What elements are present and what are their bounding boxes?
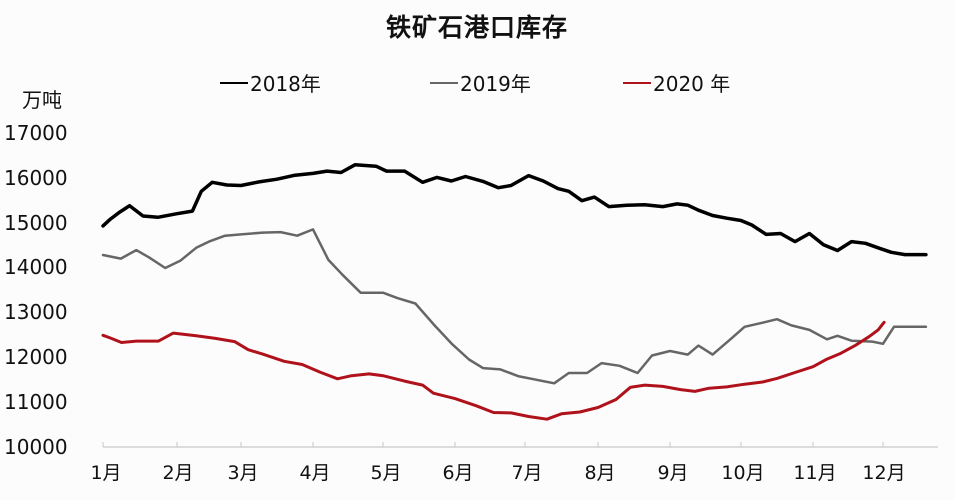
legend-label-2019: 2019年 bbox=[460, 72, 531, 96]
series-lines bbox=[101, 163, 928, 421]
y-tick-label: 14000 bbox=[4, 255, 68, 279]
y-tick-label: 17000 bbox=[4, 121, 68, 145]
x-axis bbox=[102, 442, 938, 448]
y-tick-label: 16000 bbox=[4, 166, 68, 190]
legend-swatch-2019 bbox=[430, 81, 458, 84]
legend-label-2018: 2018年 bbox=[250, 72, 321, 96]
legend-item-2020: 2020 年 bbox=[623, 68, 730, 97]
x-tick-label: 3月 bbox=[227, 462, 259, 484]
legend-swatch-2020 bbox=[623, 81, 651, 84]
y-tick-label: 11000 bbox=[4, 390, 68, 414]
y-tick-label: 15000 bbox=[4, 211, 68, 235]
x-tick-label: 5月 bbox=[370, 462, 402, 484]
series-line-2020年 bbox=[101, 320, 886, 421]
legend-swatch-2018 bbox=[220, 81, 248, 84]
x-tick-label: 11月 bbox=[793, 462, 837, 484]
x-tick-label: 12月 bbox=[862, 462, 906, 484]
series-line-2019年 bbox=[101, 228, 928, 385]
x-tick-label: 6月 bbox=[442, 462, 474, 484]
x-tick-label: 2月 bbox=[162, 462, 194, 484]
y-axis-unit-label: 万吨 bbox=[22, 88, 62, 112]
series-line-2018年 bbox=[101, 163, 928, 257]
legend-item-2018: 2018年 bbox=[220, 68, 321, 97]
y-tick-label: 10000 bbox=[4, 435, 68, 459]
y-tick-label: 13000 bbox=[4, 300, 68, 324]
legend-label-2020: 2020 年 bbox=[653, 72, 731, 96]
x-tick-label: 1月 bbox=[90, 462, 122, 484]
x-tick-label: 4月 bbox=[299, 462, 331, 484]
chart-legend: 2018年 2019年 2020 年 bbox=[0, 68, 954, 98]
x-tick-label: 7月 bbox=[511, 462, 543, 484]
legend-item-2019: 2019年 bbox=[430, 68, 531, 97]
x-tick-label: 9月 bbox=[657, 462, 689, 484]
x-tick-label: 10月 bbox=[721, 462, 765, 484]
x-tick-label: 8月 bbox=[584, 462, 616, 484]
y-tick-label: 12000 bbox=[4, 345, 68, 369]
chart-title: 铁矿石港口库存 bbox=[385, 13, 568, 42]
